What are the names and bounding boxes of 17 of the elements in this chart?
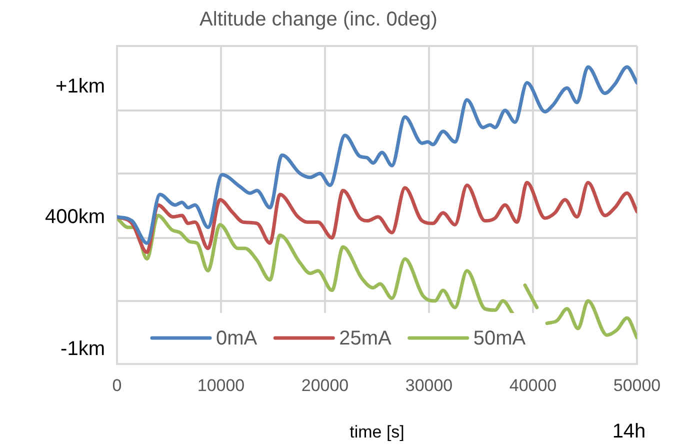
x-axis-title: time [s] — [350, 422, 404, 442]
x-tick-label: 40000 — [509, 376, 557, 395]
x-tick-label: 50000 — [613, 376, 661, 395]
y-tick-label: -1km — [60, 338, 105, 360]
x-tick-label: 0 — [112, 376, 122, 395]
legend-label: 50mA — [473, 328, 526, 350]
x-tick-label: 20000 — [301, 376, 349, 395]
x-tick-label: 30000 — [405, 376, 453, 395]
line-series — [117, 65, 637, 245]
y-axis-title: 400km — [44, 206, 105, 228]
line-series — [117, 180, 637, 254]
legend-label: 25mA — [339, 328, 392, 350]
text: 14h — [612, 420, 646, 443]
chart-title: Altitude change (inc. 0deg) — [200, 8, 438, 31]
y-tick-label: +1km — [56, 75, 105, 98]
legend-label: 0mA — [216, 328, 258, 350]
x-tick-label: 10000 — [197, 376, 245, 395]
